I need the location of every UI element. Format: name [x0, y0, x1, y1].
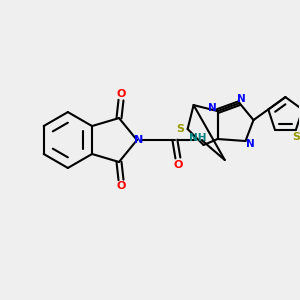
Text: N: N: [237, 94, 246, 104]
Text: O: O: [116, 181, 126, 191]
Text: NH: NH: [189, 133, 207, 143]
Text: S: S: [177, 124, 184, 134]
Text: N: N: [208, 103, 217, 113]
Text: S: S: [292, 132, 300, 142]
Text: N: N: [246, 139, 255, 149]
Text: O: O: [116, 89, 126, 99]
Text: O: O: [173, 160, 183, 170]
Text: N: N: [134, 135, 144, 145]
